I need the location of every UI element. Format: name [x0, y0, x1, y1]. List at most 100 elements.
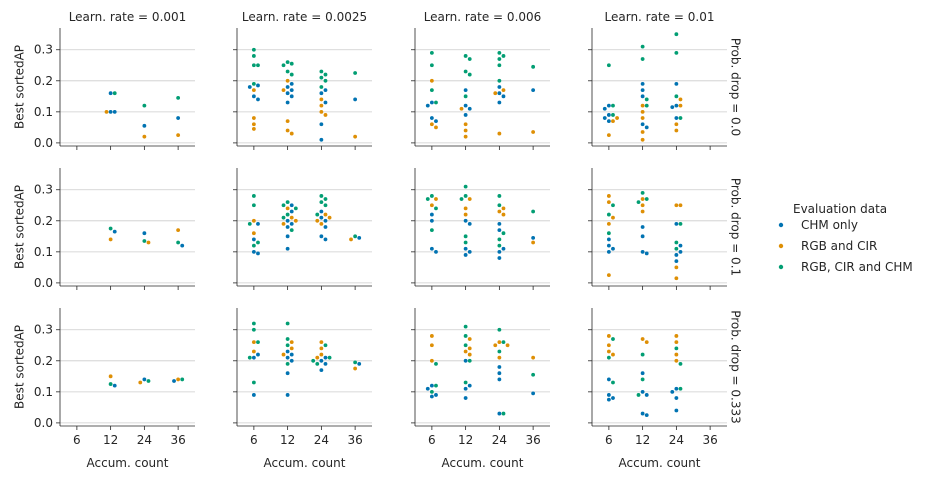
- data-point-chm-only: [319, 358, 324, 363]
- data-point-rgb-cir-and-chm: [674, 346, 679, 351]
- data-point-rgb-and-cir: [293, 218, 298, 223]
- data-point-chm-only: [602, 106, 607, 111]
- data-point-rgb-cir-and-chm: [251, 380, 256, 385]
- data-point-rgb-and-cir: [349, 237, 353, 242]
- data-point-rgb-and-cir: [606, 334, 611, 338]
- data-point-rgb-and-cir: [640, 103, 645, 108]
- data-point-chm-only: [323, 237, 328, 242]
- data-point-rgb-cir-and-chm: [497, 194, 502, 198]
- data-point-chm-only: [289, 358, 294, 363]
- data-point-rgb-and-cir: [429, 343, 434, 348]
- data-point-rgb-and-cir: [281, 352, 286, 357]
- y-tick-label: 0.2: [34, 74, 53, 88]
- data-point-chm-only: [467, 221, 472, 226]
- data-point-rgb-cir-and-chm: [606, 63, 611, 68]
- data-point-rgb-and-cir: [319, 221, 324, 226]
- data-point-rgb-cir-and-chm: [531, 372, 536, 377]
- data-point-rgb-cir-and-chm: [142, 103, 147, 108]
- data-point-chm-only: [606, 397, 611, 402]
- data-point-rgb-cir-and-chm: [353, 234, 358, 239]
- data-point-rgb-and-cir: [467, 197, 472, 201]
- data-point-chm-only: [142, 123, 147, 128]
- data-point-rgb-cir-and-chm: [467, 57, 472, 61]
- data-point-rgb-cir-and-chm: [289, 228, 294, 233]
- data-point-rgb-and-cir: [251, 349, 256, 354]
- data-point-chm-only: [497, 228, 502, 233]
- data-point-rgb-cir-and-chm: [467, 358, 472, 363]
- x-axis-label: Accum. count: [87, 456, 169, 470]
- data-point-rgb-and-cir: [251, 127, 256, 131]
- data-point-chm-only: [256, 97, 260, 102]
- data-point-rgb-cir-and-chm: [429, 194, 434, 198]
- data-point-chm-only: [674, 103, 679, 108]
- data-point-rgb-and-cir: [434, 125, 438, 130]
- data-point-chm-only: [463, 113, 468, 117]
- x-axis-label: Accum. count: [442, 456, 524, 470]
- data-point-rgb-and-cir: [108, 237, 113, 242]
- data-point-rgb-and-cir: [176, 377, 181, 382]
- legend-entry: RGB and CIR: [801, 239, 877, 253]
- data-point-chm-only: [640, 411, 645, 416]
- x-tick-label: 12: [635, 433, 650, 447]
- data-point-rgb-cir-and-chm: [315, 361, 320, 366]
- data-point-rgb-cir-and-chm: [251, 81, 256, 86]
- data-point-rgb-cir-and-chm: [501, 231, 506, 236]
- data-point-rgb-cir-and-chm: [463, 184, 468, 189]
- data-point-chm-only: [467, 249, 472, 254]
- data-point-rgb-and-cir: [493, 343, 498, 348]
- data-point-chm-only: [497, 371, 502, 376]
- x-tick-label: 6: [250, 433, 258, 447]
- data-point-chm-only: [172, 379, 176, 383]
- data-point-rgb-and-cir: [281, 221, 286, 226]
- data-point-rgb-cir-and-chm: [429, 389, 434, 394]
- data-point-rgb-cir-and-chm: [251, 54, 256, 58]
- data-point-rgb-and-cir: [429, 78, 434, 83]
- data-point-rgb-cir-and-chm: [251, 243, 256, 248]
- x-tick-label: 24: [492, 433, 507, 447]
- data-point-rgb-and-cir: [315, 355, 320, 360]
- x-tick-label: 36: [170, 433, 185, 447]
- data-point-rgb-cir-and-chm: [434, 206, 438, 211]
- data-point-rgb-cir-and-chm: [497, 57, 502, 61]
- data-point-chm-only: [674, 253, 679, 257]
- data-point-chm-only: [285, 225, 290, 229]
- data-point-rgb-and-cir: [674, 276, 679, 281]
- data-point-rgb-cir-and-chm: [311, 358, 316, 363]
- data-point-chm-only: [319, 215, 324, 220]
- data-point-rgb-cir-and-chm: [319, 75, 324, 80]
- data-point-chm-only: [497, 221, 502, 226]
- x-tick-label: 24: [137, 433, 152, 447]
- data-point-chm-only: [463, 396, 468, 400]
- data-point-rgb-and-cir: [674, 122, 679, 127]
- column-facet-title: Learn. rate = 0.0025: [242, 10, 367, 24]
- data-point-chm-only: [289, 81, 294, 86]
- data-point-rgb-cir-and-chm: [434, 383, 438, 388]
- data-point-rgb-cir-and-chm: [497, 78, 502, 83]
- y-tick-label: 0.0: [34, 416, 53, 430]
- data-point-rgb-cir-and-chm: [644, 103, 649, 108]
- data-point-rgb-and-cir: [319, 103, 324, 108]
- data-point-rgb-cir-and-chm: [285, 212, 290, 217]
- data-point-rgb-and-cir: [285, 206, 290, 211]
- data-point-rgb-and-cir: [611, 352, 615, 357]
- data-point-rgb-and-cir: [606, 133, 611, 138]
- data-point-rgb-cir-and-chm: [319, 69, 324, 74]
- data-point-chm-only: [180, 243, 185, 248]
- data-point-chm-only: [251, 393, 256, 397]
- data-point-rgb-and-cir: [289, 346, 294, 351]
- data-point-chm-only: [606, 393, 611, 397]
- data-point-rgb-cir-and-chm: [463, 240, 468, 245]
- data-point-rgb-and-cir: [251, 88, 256, 93]
- data-point-rgb-cir-and-chm: [429, 228, 434, 233]
- legend-entry: CHM only: [801, 218, 858, 232]
- data-point-rgb-cir-and-chm: [674, 94, 679, 99]
- x-axis-label: Accum. count: [264, 456, 346, 470]
- data-point-rgb-cir-and-chm: [251, 194, 256, 198]
- data-point-chm-only: [319, 368, 324, 373]
- data-point-rgb-cir-and-chm: [497, 327, 502, 332]
- data-point-rgb-and-cir: [459, 106, 464, 111]
- data-point-rgb-and-cir: [353, 366, 358, 371]
- data-point-rgb-and-cir: [467, 352, 472, 357]
- data-point-rgb-cir-and-chm: [429, 88, 434, 93]
